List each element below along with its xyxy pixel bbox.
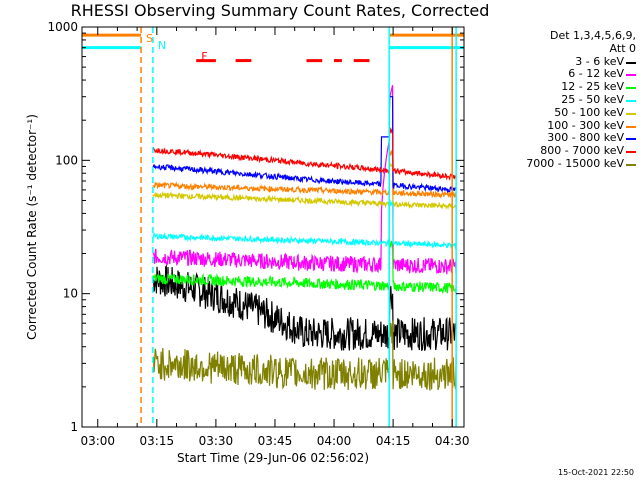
footer-timestamp: 15-Oct-2021 22:50 bbox=[558, 468, 634, 477]
legend-swatch bbox=[626, 138, 636, 141]
legend-header-line1: Det 1,3,4,5,6,9, bbox=[549, 29, 636, 42]
legend-swatch bbox=[626, 163, 636, 166]
chart-title: RHESSI Observing Summary Count Rates, Co… bbox=[70, 1, 490, 20]
series-line bbox=[152, 96, 457, 194]
legend-label: 3 - 6 keV bbox=[575, 54, 624, 68]
legend-entry: 50 - 100 keV bbox=[478, 105, 636, 120]
legend-entry: 3 - 6 keV bbox=[478, 54, 636, 69]
series-line bbox=[152, 199, 457, 250]
y-tick-label: 100 bbox=[55, 153, 78, 167]
y-tick-label: 1000 bbox=[47, 20, 78, 34]
legend-label: 12 - 25 keV bbox=[561, 80, 624, 94]
legend-entry: 25 - 50 keV bbox=[478, 92, 636, 107]
legend-swatch bbox=[626, 61, 636, 64]
y-tick-label: 10 bbox=[63, 287, 78, 301]
legend-swatch bbox=[626, 125, 636, 128]
legend-label: 800 - 7000 keV bbox=[540, 144, 624, 158]
overlay-layer: SN F bbox=[82, 27, 464, 427]
x-tick-label: 04:30 bbox=[435, 434, 470, 448]
y-axis-label: Corrected Count Rate (s⁻¹ detector⁻¹) bbox=[25, 114, 39, 340]
legend-entry: 300 - 800 keV bbox=[478, 131, 636, 145]
legend-label: 25 - 50 keV bbox=[561, 92, 624, 106]
legend-entry: 6 - 12 keV bbox=[478, 67, 636, 81]
series-line bbox=[152, 264, 457, 352]
legend-swatch bbox=[626, 112, 636, 115]
series-line bbox=[152, 318, 457, 391]
series-line bbox=[152, 127, 457, 181]
axes-layer: 1 10 100 1000 03:00 03:15 03:30 03:45 04:00 04:15… bbox=[25, 20, 469, 465]
legend-entry: 12 - 25 keV bbox=[478, 80, 636, 94]
legend-swatch bbox=[626, 99, 636, 102]
legend-swatch bbox=[626, 74, 636, 77]
legend: Det 1,3,4,5,6,9, Att 0 3 - 6 keV 6 - 12 k… bbox=[478, 29, 636, 171]
x-tick-label: 03:30 bbox=[199, 434, 234, 448]
legend-entry: 100 - 300 keV bbox=[478, 118, 636, 133]
series-line bbox=[152, 85, 457, 275]
x-axis-label: Start Time (29-Jun-06 02:56:02) bbox=[177, 451, 369, 465]
series-line bbox=[152, 162, 457, 210]
x-tick-label: 03:00 bbox=[80, 434, 115, 448]
legend-swatch bbox=[626, 151, 636, 154]
marker-label: F bbox=[201, 50, 207, 63]
legend-label: 300 - 800 keV bbox=[547, 131, 624, 145]
legend-label: 6 - 12 keV bbox=[568, 67, 624, 81]
legend-entry: 800 - 7000 keV bbox=[478, 144, 636, 158]
plot-frame bbox=[81, 26, 465, 428]
x-tick-label: 04:00 bbox=[317, 434, 352, 448]
legend-label: 7000 - 15000 keV bbox=[526, 156, 624, 170]
marker-label: S bbox=[146, 32, 153, 45]
x-tick-label: 03:45 bbox=[258, 434, 293, 448]
marker-label: N bbox=[158, 39, 166, 52]
legend-swatch bbox=[626, 87, 636, 90]
series-line bbox=[152, 240, 457, 295]
series-line bbox=[152, 149, 457, 199]
legend-header-line2: Att 0 bbox=[609, 41, 636, 55]
x-tick-label: 04:15 bbox=[376, 434, 411, 448]
y-tick-label: 1 bbox=[70, 420, 78, 434]
legend-label: 100 - 300 keV bbox=[547, 118, 624, 132]
legend-label: 50 - 100 keV bbox=[554, 105, 624, 119]
legend-entry: 7000 - 15000 keV bbox=[478, 156, 636, 171]
x-tick-label: 03:15 bbox=[140, 434, 175, 448]
series-layer bbox=[152, 85, 457, 391]
